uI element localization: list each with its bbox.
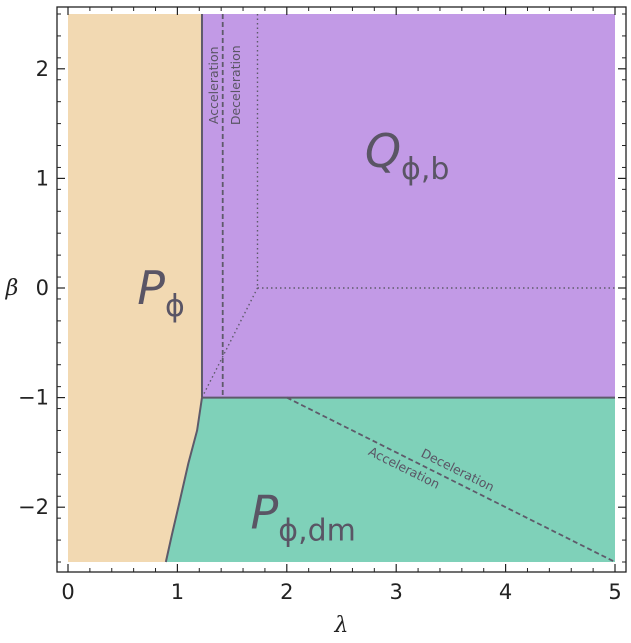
region-label-p-phi: Pϕ	[137, 261, 185, 324]
region-p-phi	[68, 14, 202, 562]
region-q-phi-b	[201, 14, 616, 398]
regions-layer	[68, 14, 616, 562]
y-tick-label: 2	[36, 57, 49, 81]
region-label-sub: ϕ	[165, 289, 185, 324]
region-label-main: P	[251, 486, 279, 540]
x-tick-label: 0	[61, 580, 74, 604]
x-tick-label: 4	[499, 580, 512, 604]
y-tick-label: 1	[36, 166, 49, 190]
dashed-diagonal-line	[286, 396, 616, 563]
region-label-main: P	[137, 261, 165, 315]
y-tick-label: −2	[18, 495, 49, 519]
x-tick-label: 2	[280, 580, 293, 604]
region-labels-layer: Pϕ Qϕ,b Pϕ,dm	[137, 124, 449, 549]
annotation-acceleration: Acceleration	[206, 46, 221, 124]
x-tick-label: 1	[171, 580, 184, 604]
region-label-q-phi-b: Qϕ,b	[365, 124, 450, 187]
region-label-p-phi-dm: Pϕ,dm	[251, 486, 356, 549]
x-tick-label: 5	[608, 580, 621, 604]
ticks-layer: 0 1 2 3 4 5 2 1 0 −1 −2	[18, 7, 626, 604]
y-axis-label: β	[5, 276, 19, 301]
y-tick-label: 0	[36, 276, 49, 300]
x-tick-label: 3	[390, 580, 403, 604]
y-tick-label: −1	[18, 386, 49, 410]
region-label-sub: ϕ,b	[401, 152, 449, 187]
region-label-main: Q	[365, 124, 401, 178]
boundary-curve	[164, 397, 203, 563]
lines-layer	[164, 14, 616, 563]
x-axis-label: λ	[334, 613, 349, 638]
region-p-phi-dm	[165, 397, 615, 562]
plot-frame	[56, 6, 627, 573]
region-label-sub: ϕ,dm	[278, 514, 356, 549]
annotation-deceleration: Deceleration	[228, 45, 243, 125]
